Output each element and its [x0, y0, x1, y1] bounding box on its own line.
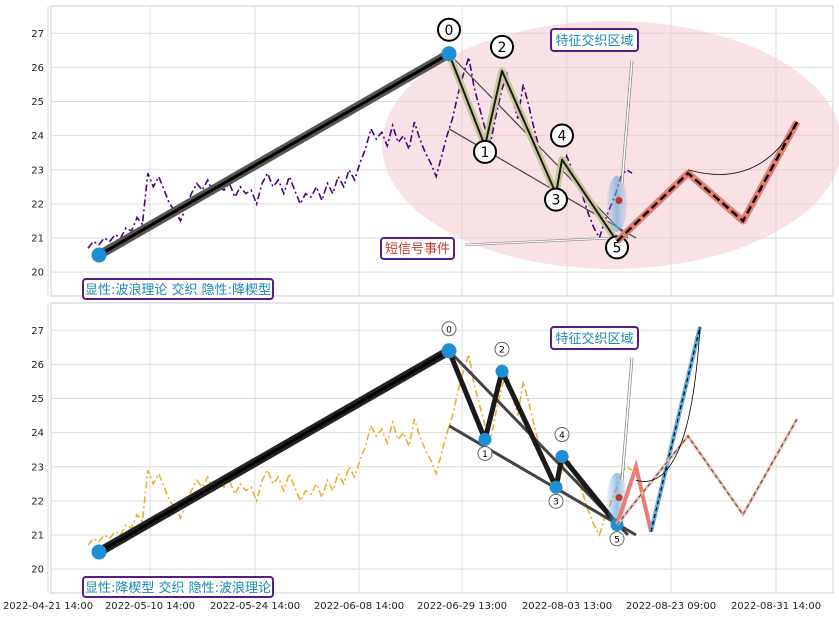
zone-arrow-inner: [621, 60, 633, 184]
projection-arc: [687, 121, 798, 175]
wave-label-circle: [437, 17, 461, 42]
y-tick-label: 21: [31, 234, 44, 245]
projection-up-path: [650, 326, 701, 532]
wave-label-text: 4: [559, 431, 565, 441]
top-status-label: 显性:波浪理论 交织 隐性:降楔型: [82, 278, 274, 300]
y-tick-label: 23: [31, 165, 44, 176]
bottom-status-label: 显性:降楔型 交织 隐性:波浪理论: [82, 576, 274, 598]
wave-label-text: 5: [613, 240, 622, 256]
wave-label-text: 2: [498, 40, 507, 56]
wave-label-text: 3: [552, 193, 561, 209]
wave-label-circle: [550, 123, 574, 148]
wave-anchor-marker: [91, 247, 107, 263]
wave-point-marker: [495, 364, 509, 378]
y-tick-label: 20: [31, 268, 44, 279]
zone-arrow-inner: [621, 357, 633, 481]
wave-label-text: 2: [499, 346, 505, 356]
wave-label-text: 0: [446, 325, 452, 335]
y-tick-label: 21: [31, 531, 44, 542]
x-axis-ticks: 2022-04-21 14:00 2022-05-10 14:00 2022-05-…: [3, 601, 821, 612]
x-tick-label: 2022-05-24 14:00: [210, 601, 300, 612]
y-tick-label: 22: [31, 199, 44, 210]
y-tick-label: 20: [31, 565, 44, 576]
signal-dot: [615, 493, 623, 501]
top-wave-labels: 0 1 2 3 4 5: [437, 17, 629, 260]
wave-point-marker: [555, 450, 569, 464]
top-y-ticks: 20 21 22 23 24 25 26 27: [31, 29, 44, 279]
wave-label-circle: [477, 445, 493, 461]
y-tick-label: 24: [31, 131, 44, 142]
bottom-projection: [615, 326, 799, 533]
top-status-text: 显性:波浪理论 交织 隐性:降楔型: [85, 282, 271, 298]
trend-line-lower: [448, 424, 637, 537]
wave-label-text: 3: [553, 498, 559, 508]
y-tick-label: 27: [31, 326, 44, 337]
bottom-plot-area: [50, 302, 834, 594]
x-tick-label: 2022-08-31 14:00: [731, 601, 821, 612]
y-tick-label: 25: [31, 394, 44, 405]
short-signal-label: 短信号事件: [380, 237, 455, 260]
bottom-feature-zone-label: 特征交织区域: [550, 326, 639, 350]
bottom-wave-labels: 0 1 2 3 4 5: [441, 321, 625, 547]
x-tick-label: 2022-08-23 09:00: [626, 601, 716, 612]
wave-label-text: 5: [614, 535, 620, 545]
x-tick-label: 2022-06-29 13:00: [417, 601, 507, 612]
bottom-y-ticks: 20 21 22 23 24 25 26 27: [31, 326, 44, 576]
y-tick-label: 22: [31, 496, 44, 507]
wave-label-circle: [494, 341, 510, 357]
bottom-status-text: 显性:降楔型 交织 隐性:波浪理论: [85, 580, 271, 596]
wave-label-circle: [609, 531, 625, 547]
projection-arc: [635, 326, 701, 482]
y-tick-label: 27: [31, 29, 44, 40]
signal-dot: [615, 196, 623, 204]
wave-label-circle: [605, 235, 629, 260]
x-tick-label: 2022-05-10 14:00: [105, 601, 195, 612]
wave-label-circle: [554, 427, 570, 443]
y-tick-label: 26: [31, 63, 44, 74]
wave-label-circle: [548, 493, 564, 509]
wave-anchor-marker: [91, 544, 107, 560]
wave-leg-0-core: [98, 349, 450, 554]
signal-glow: [607, 175, 627, 232]
y-tick-label: 24: [31, 428, 44, 439]
bottom-wave: [91, 343, 637, 560]
wave-label-text: 1: [481, 145, 490, 161]
wave-label-text: 1: [482, 450, 488, 460]
y-tick-label: 25: [31, 97, 44, 108]
wave-point-marker: [478, 432, 492, 446]
wave-path: [446, 349, 619, 527]
wave-label-text: 0: [445, 23, 454, 39]
wave-anchor-marker: [441, 343, 457, 359]
wave-label-text: 4: [558, 129, 567, 145]
y-tick-label: 26: [31, 360, 44, 371]
projection-path: [616, 121, 799, 243]
wave-anchor-marker: [441, 46, 457, 62]
wave-label-circle: [490, 34, 514, 59]
wave-label-circle: [441, 321, 457, 337]
bottom-grid: [47, 303, 833, 593]
feature-zone-label: 特征交织区域: [550, 28, 639, 52]
top-wave: [91, 46, 637, 263]
wave-label-circle: [544, 187, 568, 212]
feature-zone-text: 特征交织区域: [555, 33, 633, 49]
short-signal-arrow-inner: [464, 237, 613, 246]
top-projection: [614, 120, 801, 244]
wave-label-circle: [473, 139, 497, 164]
wave-path: [448, 53, 618, 242]
x-tick-label: 2022-08-03 13:00: [522, 601, 612, 612]
x-tick-label: 2022-06-08 14:00: [314, 601, 404, 612]
short-signal-text: 短信号事件: [385, 242, 450, 257]
bottom-feature-zone-text: 特征交织区域: [555, 331, 633, 347]
x-tick-label: 2022-04-21 14:00: [3, 601, 93, 612]
wave-leg-0-core: [98, 52, 450, 257]
y-tick-label: 23: [31, 462, 44, 473]
wave-point-marker: [549, 480, 563, 494]
